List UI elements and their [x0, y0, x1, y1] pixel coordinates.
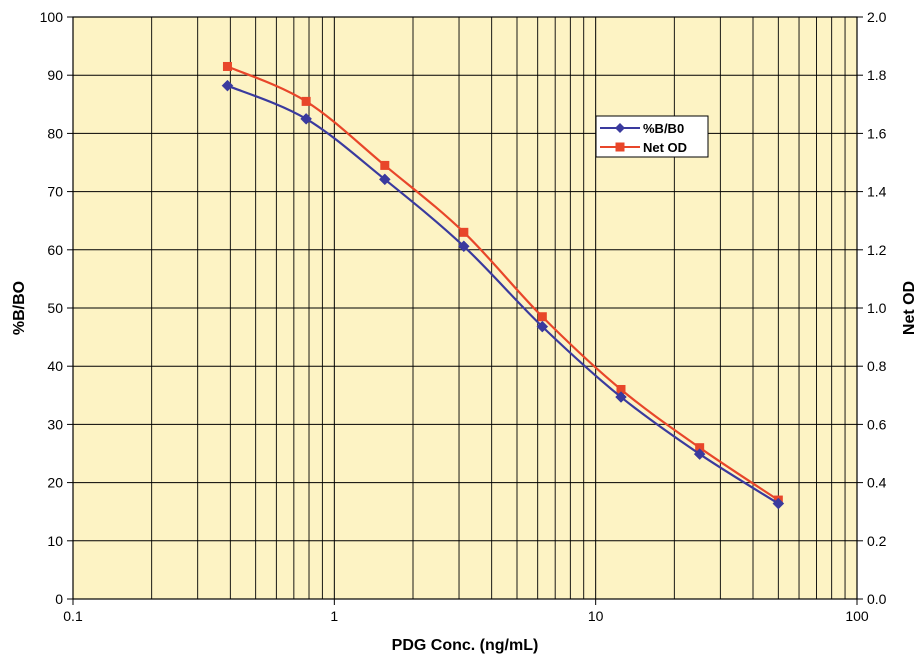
y2-tick-label: 1.8 [867, 67, 887, 83]
data-point-net-od [301, 96, 311, 106]
data-point-bb0 [536, 320, 549, 333]
data-point-net-od [537, 312, 547, 322]
legend-marker-net-od [615, 142, 625, 152]
y2-tick-label: 1.2 [867, 242, 887, 258]
series-line-bb0 [227, 84, 779, 505]
data-point-net-od [459, 227, 469, 237]
y2-tick-label: 0.2 [867, 533, 887, 549]
axis-ticks: 01020304050607080901000.00.20.40.60.81.0… [40, 9, 887, 624]
data-point-net-od [380, 160, 390, 170]
data-point-bb0 [378, 173, 391, 186]
data-point-bb0 [772, 497, 785, 510]
legend-marker-bb0 [615, 123, 625, 133]
data-point-bb0 [300, 112, 312, 125]
y-tick-label: 40 [47, 358, 63, 374]
data-point-bb0 [615, 391, 627, 403]
data-point-net-od [695, 443, 705, 453]
y-tick-label: 60 [47, 242, 63, 258]
y2-tick-label: 0.8 [867, 358, 887, 374]
series-layer [221, 61, 785, 510]
y2-tick-label: 1.6 [867, 125, 887, 141]
data-point-bb0 [457, 240, 470, 253]
x-tick-label: 10 [588, 608, 604, 624]
legend-box [595, 115, 709, 158]
y-tick-label: 0 [55, 591, 63, 607]
y-tick-label: 70 [47, 184, 63, 200]
y2-tick-label: 2.0 [867, 9, 887, 25]
y2-tick-label: 0.6 [867, 416, 887, 432]
data-point-net-od [222, 61, 232, 71]
y2-tick-label: 1.0 [867, 300, 887, 316]
legend-label-bb0: %B/B0 [643, 121, 684, 136]
y2-tick-label: 1.4 [867, 184, 887, 200]
y-tick-label: 50 [47, 300, 63, 316]
x-tick-label: 100 [845, 608, 869, 624]
y2-axis-title: Net OD [901, 281, 918, 335]
x-tick-label: 0.1 [63, 608, 83, 624]
grid-lines [73, 17, 857, 599]
legend: %B/B0 Net OD [595, 115, 709, 158]
data-point-net-od [616, 384, 626, 394]
y-tick-label: 20 [47, 475, 63, 491]
data-point-bb0 [693, 448, 706, 460]
legend-label-net-od: Net OD [643, 140, 687, 155]
y-tick-label: 90 [47, 67, 63, 83]
y-axis-title: %B/BO [11, 281, 28, 335]
x-tick-label: 1 [330, 608, 338, 624]
y2-tick-label: 0.0 [867, 591, 887, 607]
data-point-bb0 [221, 79, 234, 92]
y-tick-label: 10 [47, 533, 63, 549]
y-tick-label: 100 [40, 9, 64, 25]
y-tick-label: 80 [47, 125, 63, 141]
series-line-net-od [227, 65, 779, 501]
y-tick-label: 30 [47, 416, 63, 432]
x-axis-title: PDG Conc. (ng/mL) [392, 637, 539, 654]
y2-tick-label: 0.4 [867, 475, 887, 491]
